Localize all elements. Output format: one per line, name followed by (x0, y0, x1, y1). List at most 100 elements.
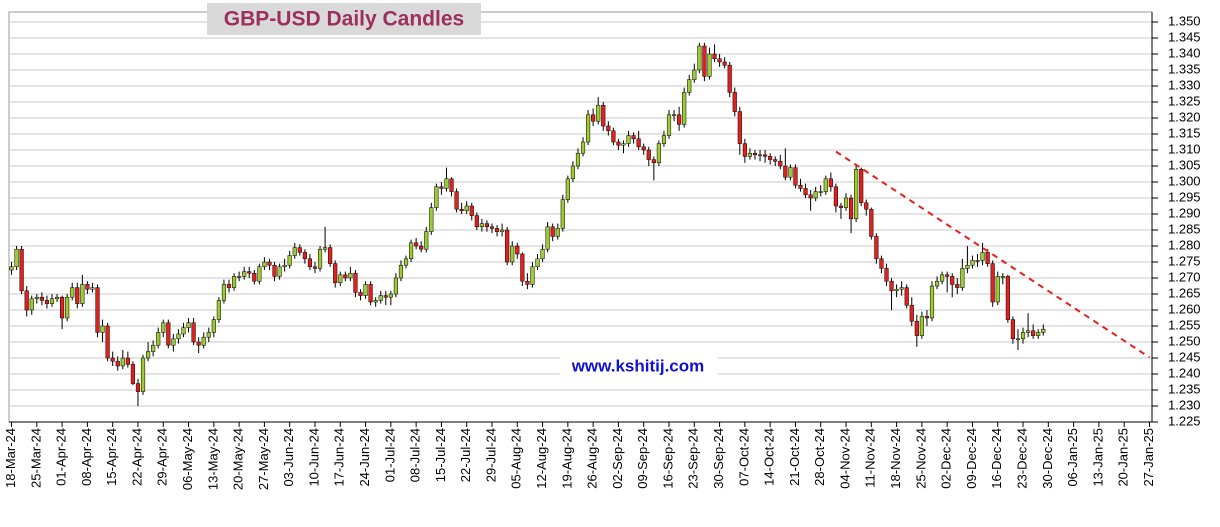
y-tick-label: 1.275 (1168, 253, 1201, 268)
x-tick-label: 18-Mar-24 (3, 428, 18, 488)
candle-body (393, 277, 398, 295)
candle-body (216, 300, 221, 320)
x-tick-label: 13-Jan-25 (1090, 428, 1105, 487)
candle-body (707, 53, 712, 77)
x-tick-label: 23-Sep-24 (686, 428, 701, 489)
candle-body (156, 332, 161, 346)
candle-body (737, 111, 742, 144)
candle-body (510, 245, 515, 263)
candle-body (272, 264, 277, 277)
candle-body (19, 248, 24, 292)
candle-body (894, 288, 899, 292)
candle-body (146, 351, 151, 359)
candle-body (575, 152, 581, 167)
candle-body (201, 336, 206, 346)
y-tick-label: 1.330 (1168, 77, 1201, 92)
x-tick-label: 14-Oct-24 (762, 428, 777, 486)
candle-body (550, 226, 555, 237)
candle-body (317, 248, 323, 269)
x-tick-label: 12-Aug-24 (534, 428, 549, 489)
candle-body (252, 272, 257, 282)
candle-body (955, 284, 960, 288)
x-tick-label: 19-Aug-24 (559, 428, 574, 489)
candle-body (980, 252, 985, 261)
candle-body (348, 272, 353, 279)
candle-body (474, 215, 479, 228)
candle-body (464, 205, 469, 212)
candle-body (636, 138, 641, 148)
candle-body (328, 247, 333, 264)
candle-body (100, 325, 105, 333)
candle-body (945, 274, 950, 277)
candle-body (373, 300, 378, 303)
x-tick-label: 05-Aug-24 (509, 428, 524, 489)
y-tick-label: 1.345 (1168, 29, 1201, 44)
y-tick-label: 1.325 (1168, 93, 1201, 108)
candle-body (768, 156, 773, 160)
candle-body (105, 325, 110, 359)
candle-body (226, 284, 232, 288)
candle-body (545, 226, 550, 250)
candle-body (9, 266, 14, 271)
candle-body (409, 242, 414, 260)
candle-body (1036, 332, 1041, 336)
candle-body (171, 338, 176, 346)
x-tick-label: 17-Jun-24 (332, 428, 347, 487)
candle-body (358, 292, 363, 296)
candle-body (960, 268, 965, 288)
candle-body (115, 360, 120, 367)
x-tick-label: 30-Dec-24 (1040, 428, 1055, 489)
candle-body (176, 333, 181, 340)
candle-body (874, 236, 879, 260)
candle-body (697, 45, 702, 71)
candle-body (975, 260, 980, 262)
y-tick-label: 1.240 (1168, 365, 1201, 380)
candle-body (191, 322, 196, 343)
candle-body (110, 357, 115, 362)
x-tick-label: 13-May-24 (205, 428, 220, 490)
candle-body (692, 69, 697, 80)
candle-body (747, 152, 752, 157)
x-tick-label: 29-Apr-24 (155, 428, 170, 486)
y-tick-label: 1.245 (1168, 349, 1201, 364)
candle-body (833, 186, 838, 207)
y-tick-label: 1.285 (1168, 221, 1201, 236)
candle-body (257, 266, 262, 282)
candle-body (914, 320, 919, 336)
candle-body (924, 316, 930, 319)
candle-body (297, 247, 302, 253)
candle-body (242, 271, 247, 277)
candle-body (651, 159, 656, 164)
candle-body (808, 194, 813, 199)
watermark-box (560, 355, 718, 379)
x-tick-label: 01-Apr-24 (54, 428, 69, 486)
candle-body (940, 274, 945, 282)
candle-body (135, 383, 141, 392)
candle-body (742, 143, 747, 157)
y-tick-label: 1.250 (1168, 333, 1201, 348)
x-tick-label: 10-Jun-24 (306, 428, 321, 487)
y-tick-label: 1.320 (1168, 109, 1201, 124)
candle-body (773, 159, 778, 162)
candle-body (520, 253, 525, 282)
candle-body (75, 287, 80, 304)
candle-body (211, 319, 216, 333)
y-tick-label: 1.255 (1168, 317, 1201, 332)
candle-body (970, 260, 975, 266)
candle-body (60, 296, 65, 319)
candle-body (965, 264, 970, 269)
candle-body (591, 114, 596, 122)
x-tick-label: 04-Nov-24 (837, 428, 852, 489)
candle-body (383, 295, 388, 298)
candle-body (196, 341, 201, 346)
candle-body (398, 264, 404, 279)
candle-body (803, 188, 808, 196)
candle-body (282, 264, 287, 268)
y-tick-label: 1.340 (1168, 45, 1201, 60)
x-tick-label: 27-Jan-25 (1141, 428, 1156, 487)
candle-body (555, 228, 560, 237)
candle-body (469, 205, 474, 216)
y-tick-label: 1.350 (1168, 13, 1201, 28)
x-tick-label: 09-Sep-24 (635, 428, 650, 489)
